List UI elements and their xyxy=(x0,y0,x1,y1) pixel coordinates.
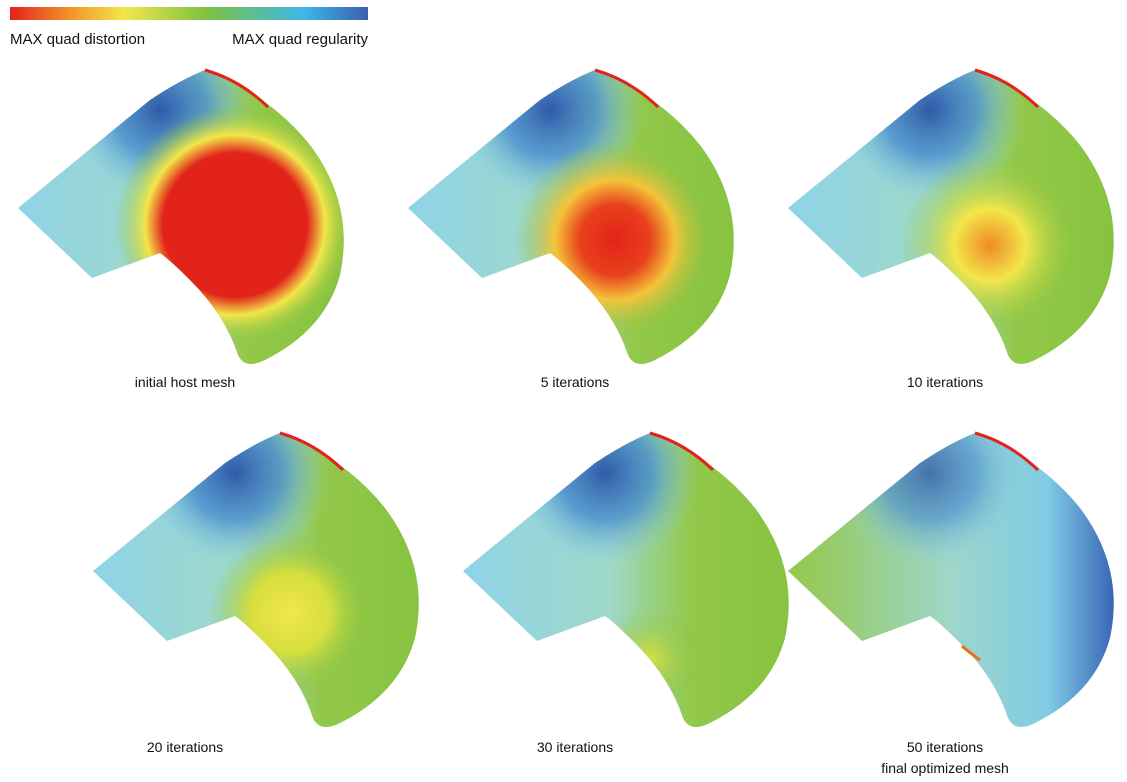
panel-caption: initial host mesh xyxy=(135,374,235,390)
mesh-panel xyxy=(788,68,1114,364)
panel-caption: 10 iterations xyxy=(907,374,983,390)
panel-caption: 30 iterations xyxy=(537,739,613,755)
panel-caption: 5 iterations xyxy=(541,374,609,390)
panel-caption: 50 iterations xyxy=(907,739,983,755)
mesh-panel xyxy=(93,431,419,727)
panel-caption: 20 iterations xyxy=(147,739,223,755)
mesh-panel xyxy=(788,431,1114,727)
mesh-panel xyxy=(18,68,344,364)
legend-left-label: MAX quad distortion xyxy=(10,31,145,48)
mesh-panel xyxy=(463,431,789,727)
mesh-panel xyxy=(408,68,734,364)
legend-right-label: MAX quad regularity xyxy=(232,31,368,48)
legend-colorbar xyxy=(10,7,368,20)
panel-caption: final optimized mesh xyxy=(881,760,1009,776)
